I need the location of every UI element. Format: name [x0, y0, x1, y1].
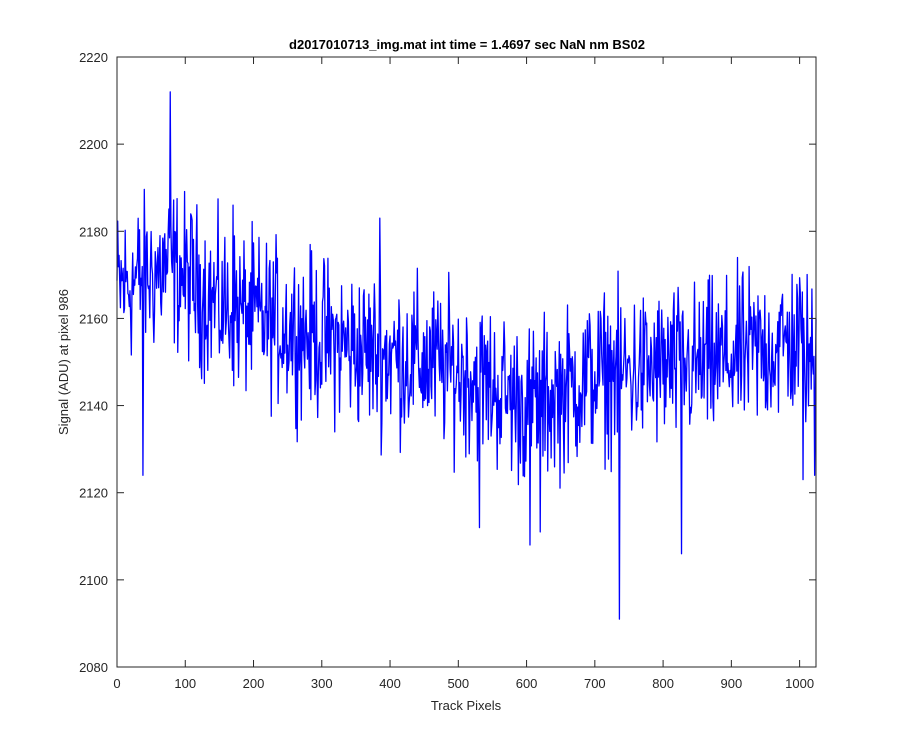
y-tick-label: 2180: [79, 224, 108, 239]
y-tick-label: 2100: [79, 573, 108, 588]
x-tick-label: 200: [243, 676, 265, 691]
y-tick-label: 2220: [79, 50, 108, 65]
y-tick-label: 2200: [79, 137, 108, 152]
y-tick-label: 2120: [79, 486, 108, 501]
y-tick-label: 2160: [79, 311, 108, 326]
y-tick-label: 2080: [79, 660, 108, 675]
x-axis-label: Track Pixels: [431, 698, 502, 713]
chart-title: d2017010713_img.mat int time = 1.4697 se…: [289, 37, 645, 52]
y-axis: 2080 2100 2120 2140 2160 2180 2200 2220: [79, 50, 816, 675]
series-group: [116, 91, 817, 620]
x-tick-label: 100: [174, 676, 196, 691]
y-axis-label: Signal (ADU) at pixel 986: [56, 289, 71, 435]
axes-box: [116, 56, 817, 668]
x-tick-label: 0: [113, 676, 120, 691]
x-tick-label: 800: [652, 676, 674, 691]
x-tick-label: 900: [721, 676, 743, 691]
x-tick-label: 600: [516, 676, 538, 691]
x-tick-label: 400: [379, 676, 401, 691]
x-tick-label: 300: [311, 676, 333, 691]
series-line-signal: [116, 91, 817, 620]
x-tick-label: 500: [447, 676, 469, 691]
x-axis: 0 100 200 300 400 500 600 700 800 900 1000: [113, 57, 814, 691]
x-tick-label: 700: [584, 676, 606, 691]
y-tick-label: 2140: [79, 399, 108, 414]
x-tick-label: 1000: [785, 676, 814, 691]
